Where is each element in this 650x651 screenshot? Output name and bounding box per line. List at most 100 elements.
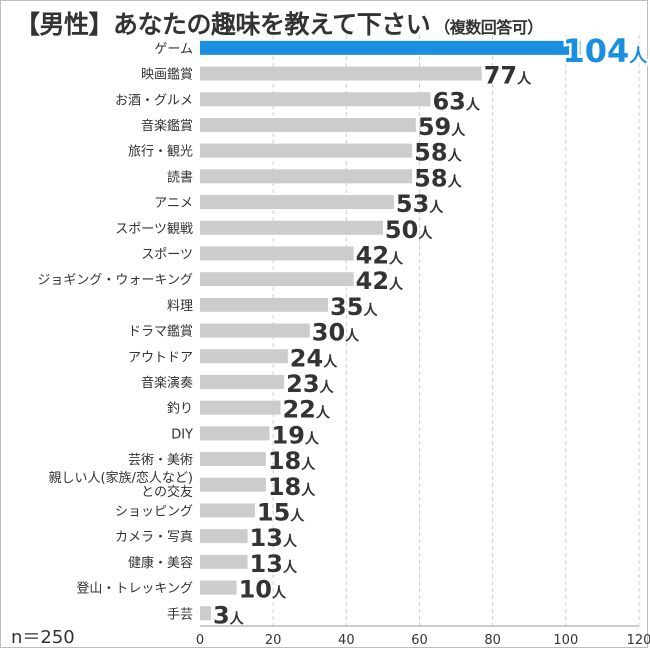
category-label: スポーツ観戦 xyxy=(115,222,193,237)
bar xyxy=(200,143,413,158)
value-label: 50人 xyxy=(385,216,433,244)
value-number: 13 xyxy=(250,524,283,552)
category-label: 手芸 xyxy=(167,606,193,622)
bar xyxy=(200,477,266,492)
bar xyxy=(200,66,482,81)
value-unit: 人 xyxy=(389,250,404,267)
value-number: 53 xyxy=(396,190,429,218)
bar xyxy=(200,606,211,621)
category-label: 親しい人(家族/恋人など)との交友 xyxy=(48,470,193,500)
bar xyxy=(200,349,288,364)
value-label: 35人 xyxy=(330,293,378,321)
value-number: 23 xyxy=(286,370,319,398)
bar xyxy=(200,220,383,235)
category-label: 釣り xyxy=(167,401,193,417)
value-unit: 人 xyxy=(290,507,305,524)
value-label: 13人 xyxy=(250,550,298,578)
value-unit: 人 xyxy=(418,225,433,242)
value-unit: 人 xyxy=(305,430,320,447)
category-label: 料理 xyxy=(167,299,193,314)
value-unit: 人 xyxy=(451,122,466,139)
value-unit: 人 xyxy=(448,173,463,190)
category-label: DIY xyxy=(171,427,193,442)
bar xyxy=(200,323,310,338)
bar xyxy=(200,40,581,55)
value-label: 3人 xyxy=(213,601,245,629)
category-label: ゲーム xyxy=(154,42,193,57)
value-number: 42 xyxy=(356,267,389,295)
value-label: 30人 xyxy=(312,319,360,347)
bar xyxy=(200,92,431,107)
x-tick-label: 0 xyxy=(196,633,204,648)
value-unit: 人 xyxy=(230,610,245,627)
value-number: 59 xyxy=(418,113,451,141)
category-label: 旅行・観光 xyxy=(128,145,193,160)
value-unit: 人 xyxy=(629,46,648,67)
category-label: ジョギング・ウォーキング xyxy=(37,273,193,288)
x-tick-label: 60 xyxy=(411,633,428,648)
chart-title-main: 【男性】あなたの趣味を教えて下さい xyxy=(15,10,431,39)
value-unit: 人 xyxy=(363,302,378,319)
value-unit: 人 xyxy=(320,379,335,396)
value-number: 18 xyxy=(268,473,301,501)
value-number: 18 xyxy=(268,447,301,475)
x-tick-label: 20 xyxy=(265,633,282,648)
chart-subtitle: （複数回答可） xyxy=(434,18,543,37)
value-unit: 人 xyxy=(345,328,360,345)
bar xyxy=(200,529,248,544)
x-tick-label: 80 xyxy=(484,633,501,648)
bar xyxy=(200,426,270,441)
bar xyxy=(200,503,255,518)
value-label: 63人 xyxy=(432,87,480,115)
value-unit: 人 xyxy=(389,276,404,293)
value-label: 58人 xyxy=(414,139,462,167)
value-number: 30 xyxy=(312,319,345,347)
value-number: 58 xyxy=(414,139,447,167)
value-label: 18人 xyxy=(268,473,316,501)
bar xyxy=(200,452,266,467)
value-unit: 人 xyxy=(272,585,287,602)
x-tick-label: 120 xyxy=(627,633,650,648)
value-number: 24 xyxy=(290,344,323,372)
value-unit: 人 xyxy=(466,96,481,113)
value-label: 42人 xyxy=(356,267,404,295)
chart-title: 【男性】あなたの趣味を教えて下さい （複数回答可） xyxy=(15,5,543,41)
value-label: 22人 xyxy=(282,396,330,424)
value-number: 35 xyxy=(330,293,363,321)
category-label: 映画鑑賞 xyxy=(141,67,193,83)
value-number: 3 xyxy=(213,601,230,629)
category-label: ドラマ鑑賞 xyxy=(128,324,193,340)
bar xyxy=(200,580,237,595)
category-label: 音楽演奏 xyxy=(141,375,193,391)
category-label: ショッピング xyxy=(115,504,193,519)
value-label: 15人 xyxy=(257,498,305,526)
value-number: 13 xyxy=(250,550,283,578)
value-number: 63 xyxy=(432,87,465,115)
value-unit: 人 xyxy=(301,456,316,473)
bar xyxy=(200,169,413,184)
value-unit: 人 xyxy=(429,199,444,216)
category-label: スポーツ xyxy=(141,247,193,262)
value-label: 59人 xyxy=(418,113,466,141)
category-label: 健康・美容 xyxy=(128,555,193,571)
category-label: アニメ xyxy=(154,196,193,211)
value-unit: 人 xyxy=(323,353,338,370)
bar xyxy=(200,374,285,389)
value-label: 53人 xyxy=(396,190,444,218)
value-label: 24人 xyxy=(290,344,338,372)
value-unit: 人 xyxy=(517,71,532,88)
category-label: アウトドア xyxy=(128,350,193,365)
value-label: 23人 xyxy=(286,370,334,398)
value-number: 10 xyxy=(239,576,272,604)
value-number: 15 xyxy=(257,498,290,526)
bar xyxy=(200,400,281,415)
x-tick-label: 40 xyxy=(338,633,355,648)
bar xyxy=(200,117,416,132)
category-label: カメラ・写真 xyxy=(115,530,193,545)
sample-size-label: n＝250 xyxy=(11,627,75,648)
category-label: 音楽鑑賞 xyxy=(141,118,193,134)
value-number: 42 xyxy=(356,241,389,269)
value-unit: 人 xyxy=(283,533,298,550)
